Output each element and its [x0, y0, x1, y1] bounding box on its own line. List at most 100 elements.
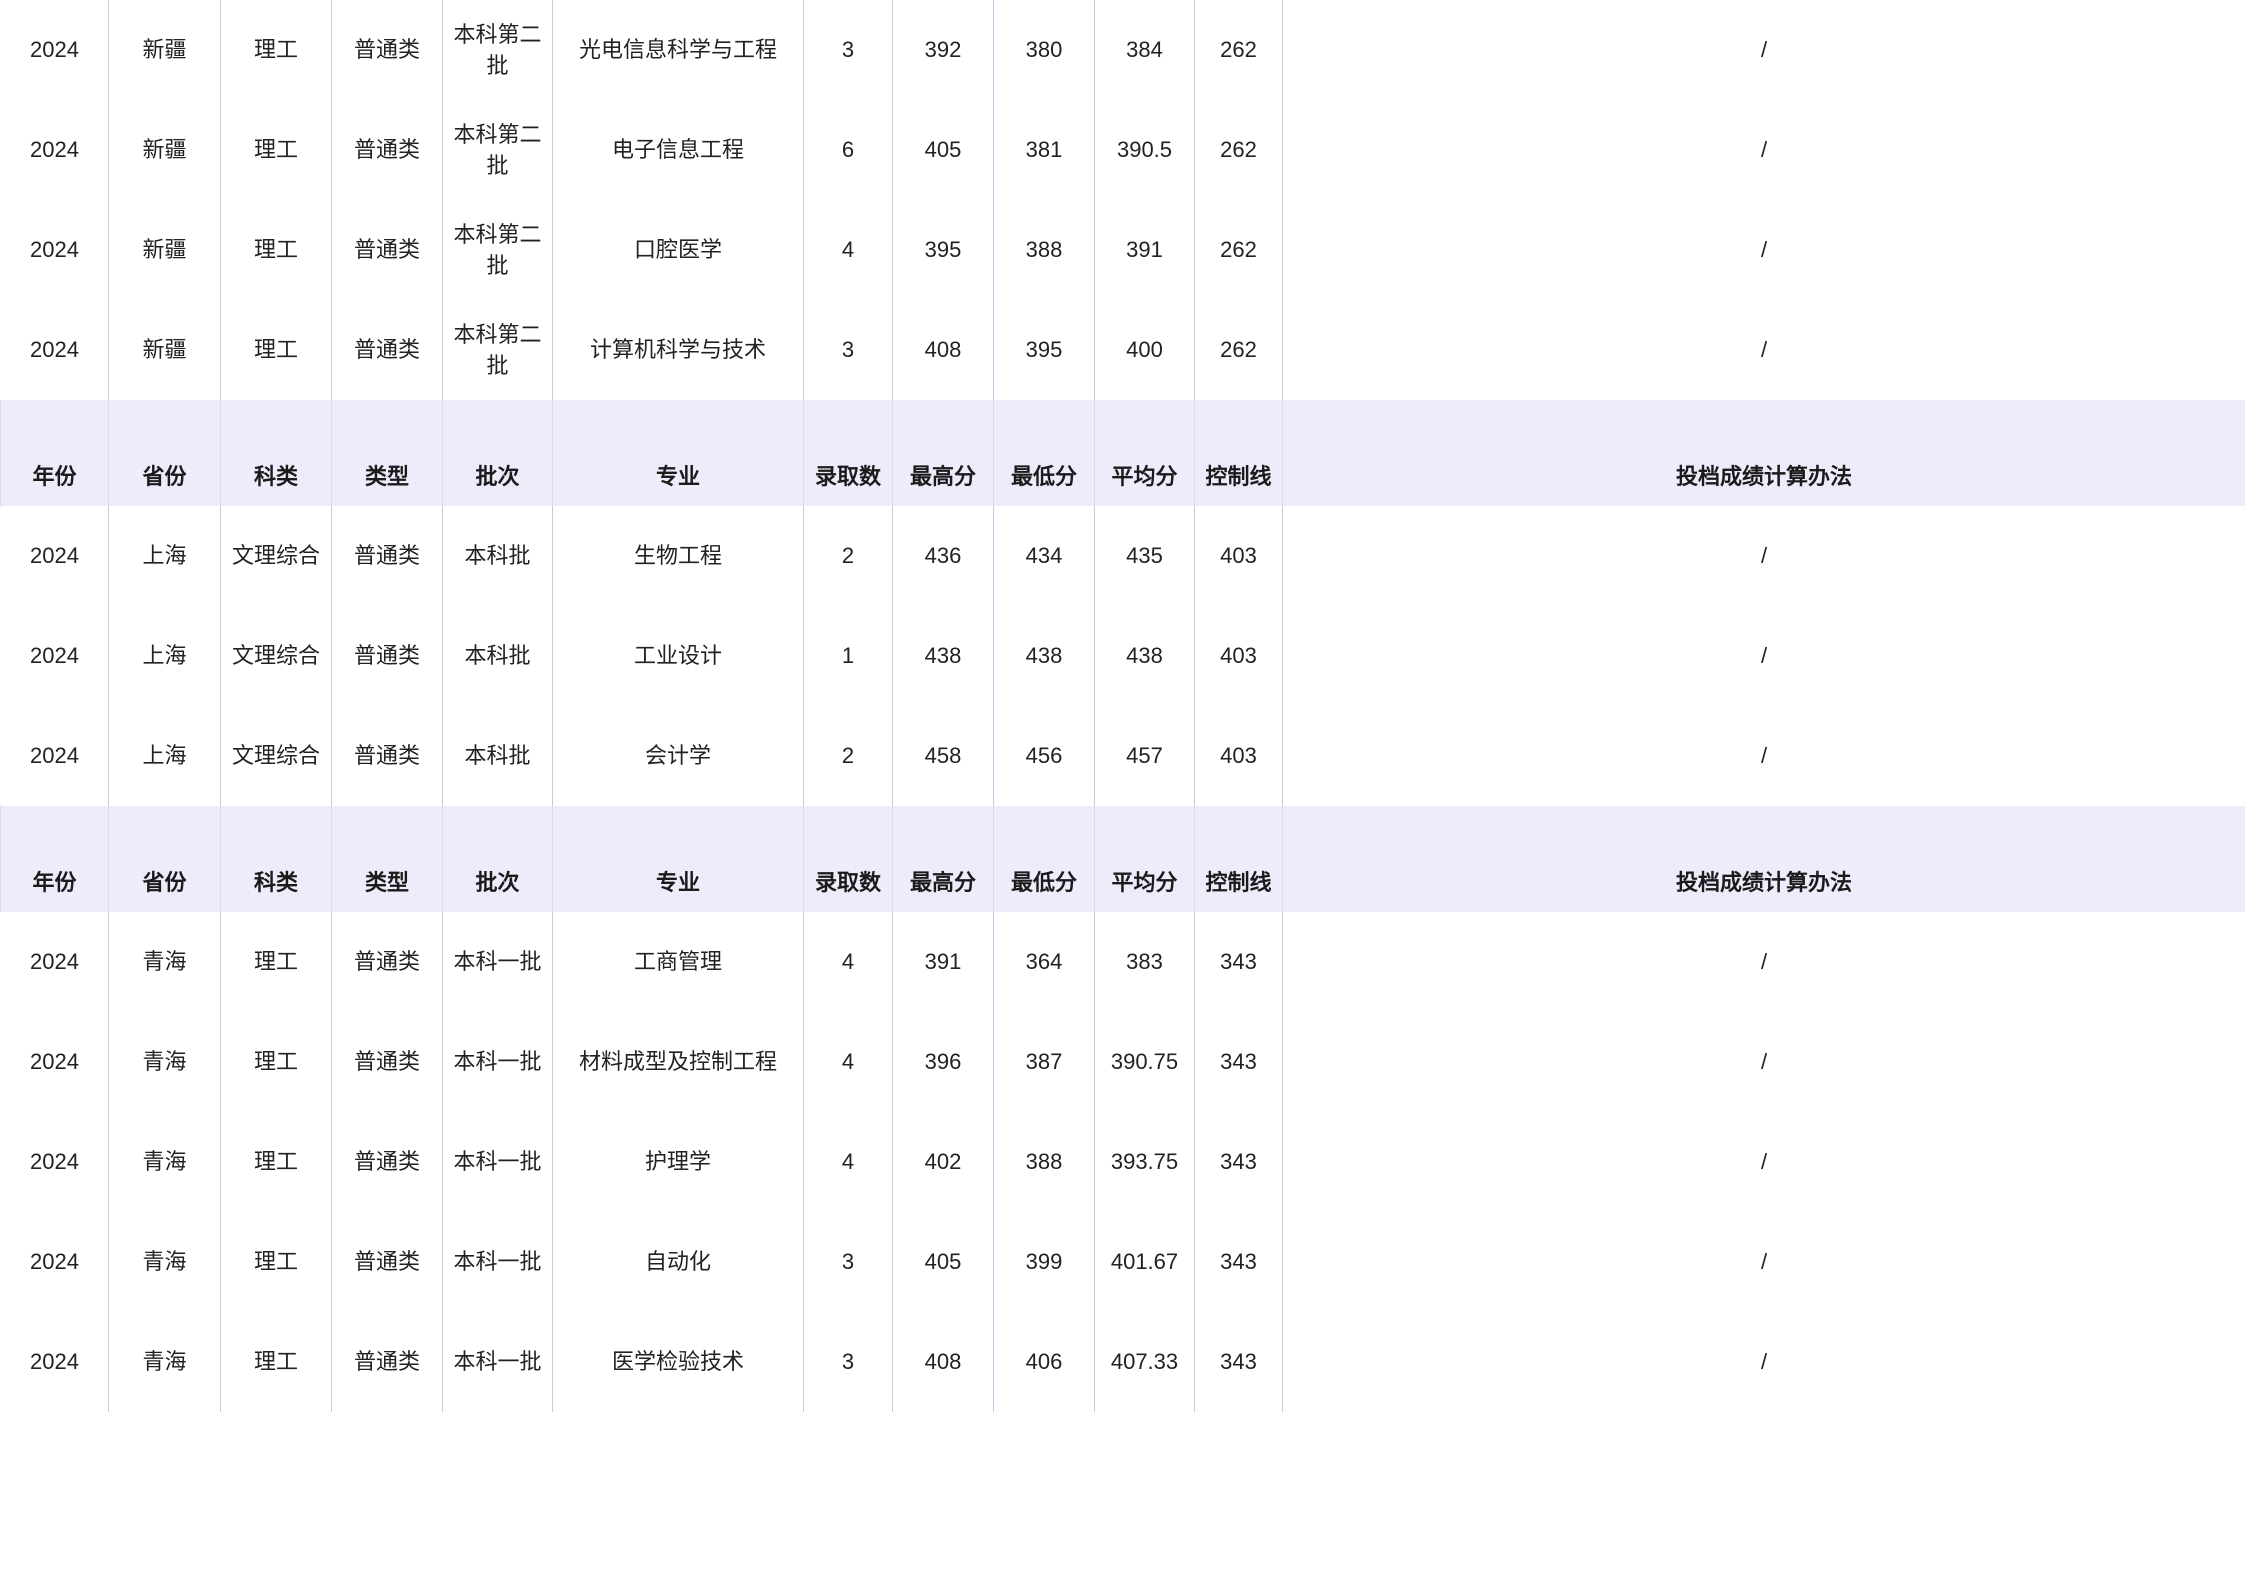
cell-max: 402 [892, 1112, 994, 1212]
cell-batch: 本科一批 [442, 1312, 553, 1412]
cell-type: 普通类 [331, 0, 443, 100]
cell-major: 材料成型及控制工程 [552, 1012, 804, 1112]
cell-count: 2 [803, 506, 893, 606]
batch-text: 本科一批 [453, 949, 542, 975]
cell-max: 395 [892, 200, 994, 300]
table-row: 2024 新疆 理工 普通类 本科第二批 计算机科学与技术 3 408 395 400 262 / [0, 300, 2245, 400]
table-row: 2024 上海 文理综合 普通类 本科批 会计学 2 458 456 457 403 / [0, 706, 2245, 806]
cell-province: 青海 [108, 1012, 221, 1112]
method-value: / [1760, 1348, 1768, 1374]
cell-province: 新疆 [108, 100, 221, 200]
column-header-major: 专业 [552, 400, 804, 506]
cell-batch: 本科一批 [442, 1212, 553, 1312]
cell-subject: 理工 [220, 912, 332, 1012]
cell-line: 403 [1194, 606, 1283, 706]
cell-avg: 401.67 [1094, 1212, 1195, 1312]
batch-text: 本科一批 [453, 1049, 542, 1075]
cell-min: 399 [993, 1212, 1095, 1312]
cell-subject: 理工 [220, 200, 332, 300]
cell-batch: 本科一批 [442, 1012, 553, 1112]
cell-min: 388 [993, 1112, 1095, 1212]
column-header-method: 投档成绩计算办法 [1282, 806, 2245, 912]
cell-method: / [1282, 1112, 2245, 1212]
column-header-year: 年份 [0, 400, 109, 506]
cell-method: / [1282, 706, 2245, 806]
cell-subject: 文理综合 [220, 506, 332, 606]
cell-year: 2024 [0, 706, 109, 806]
batch-text: 本科批 [464, 543, 531, 569]
cell-type: 普通类 [331, 100, 443, 200]
cell-min: 438 [993, 606, 1095, 706]
batch-text: 本科一批 [453, 1249, 542, 1275]
cell-year: 2024 [0, 100, 109, 200]
batch-text: 本科批 [464, 743, 531, 769]
method-value: / [1760, 1148, 1768, 1174]
cell-batch: 本科第二批 [442, 300, 553, 400]
cell-min: 387 [993, 1012, 1095, 1112]
cell-min: 406 [993, 1312, 1095, 1412]
cell-avg: 435 [1094, 506, 1195, 606]
column-header-method: 投档成绩计算办法 [1282, 400, 2245, 506]
cell-avg: 384 [1094, 0, 1195, 100]
cell-type: 普通类 [331, 300, 443, 400]
cell-major: 工业设计 [552, 606, 804, 706]
cell-line: 403 [1194, 506, 1283, 606]
cell-max: 405 [892, 100, 994, 200]
cell-province: 上海 [108, 706, 221, 806]
cell-major: 自动化 [552, 1212, 804, 1312]
admission-score-table: 2024 新疆 理工 普通类 本科第二批 光电信息科学与工程 3 392 380 384 262/2… [0, 0, 2245, 1412]
cell-avg: 407.33 [1094, 1312, 1195, 1412]
cell-count: 4 [803, 1112, 893, 1212]
cell-avg: 383 [1094, 912, 1195, 1012]
column-header-avg: 平均分 [1094, 806, 1195, 912]
cell-min: 381 [993, 100, 1095, 200]
method-value: / [1760, 742, 1768, 768]
cell-batch: 本科一批 [442, 1112, 553, 1212]
cell-max: 392 [892, 0, 994, 100]
column-header-max: 最高分 [892, 400, 994, 506]
cell-subject: 理工 [220, 1112, 332, 1212]
table-row: 2024 上海 文理综合 普通类 本科批 生物工程 2 436 434 435 403 / [0, 506, 2245, 606]
cell-method: / [1282, 0, 2245, 100]
cell-major: 工商管理 [552, 912, 804, 1012]
cell-line: 262 [1194, 300, 1283, 400]
table-row: 2024 新疆 理工 普通类 本科第二批 电子信息工程 6 405 381 390.5 262 / [0, 100, 2245, 200]
cell-year: 2024 [0, 1212, 109, 1312]
cell-avg: 457 [1094, 706, 1195, 806]
cell-method: / [1282, 1012, 2245, 1112]
column-header-batch: 批次 [442, 806, 553, 912]
cell-subject: 文理综合 [220, 706, 332, 806]
cell-method: / [1282, 912, 2245, 1012]
cell-avg: 400 [1094, 300, 1195, 400]
cell-count: 4 [803, 200, 893, 300]
cell-province: 上海 [108, 506, 221, 606]
cell-avg: 390.75 [1094, 1012, 1195, 1112]
cell-type: 普通类 [331, 1012, 443, 1112]
cell-type: 普通类 [331, 506, 443, 606]
cell-line: 343 [1194, 1112, 1283, 1212]
cell-type: 普通类 [331, 706, 443, 806]
cell-method: / [1282, 300, 2245, 400]
cell-major: 光电信息科学与工程 [552, 0, 804, 100]
cell-major: 护理学 [552, 1112, 804, 1212]
cell-count: 1 [803, 606, 893, 706]
column-header-year: 年份 [0, 806, 109, 912]
batch-text: 本科批 [464, 643, 531, 669]
cell-subject: 理工 [220, 100, 332, 200]
cell-count: 3 [803, 1212, 893, 1312]
cell-avg: 393.75 [1094, 1112, 1195, 1212]
table-row: 2024 青海 理工 普通类 本科一批 自动化 3 405 399 401.67 343 / [0, 1212, 2245, 1312]
cell-method: / [1282, 100, 2245, 200]
column-header-min: 最低分 [993, 806, 1095, 912]
cell-max: 436 [892, 506, 994, 606]
cell-subject: 理工 [220, 1212, 332, 1312]
column-header-subject: 科类 [220, 806, 332, 912]
cell-major: 生物工程 [552, 506, 804, 606]
cell-type: 普通类 [331, 1112, 443, 1212]
batch-text: 本科一批 [453, 1349, 542, 1375]
column-header-type: 类型 [331, 400, 443, 506]
cell-min: 456 [993, 706, 1095, 806]
table-row: 2024 新疆 理工 普通类 本科第二批 光电信息科学与工程 3 392 380 384 262 / [0, 0, 2245, 100]
table-row: 2024 青海 理工 普通类 本科一批 医学检验技术 3 408 406 407.33 343 / [0, 1312, 2245, 1412]
cell-year: 2024 [0, 300, 109, 400]
